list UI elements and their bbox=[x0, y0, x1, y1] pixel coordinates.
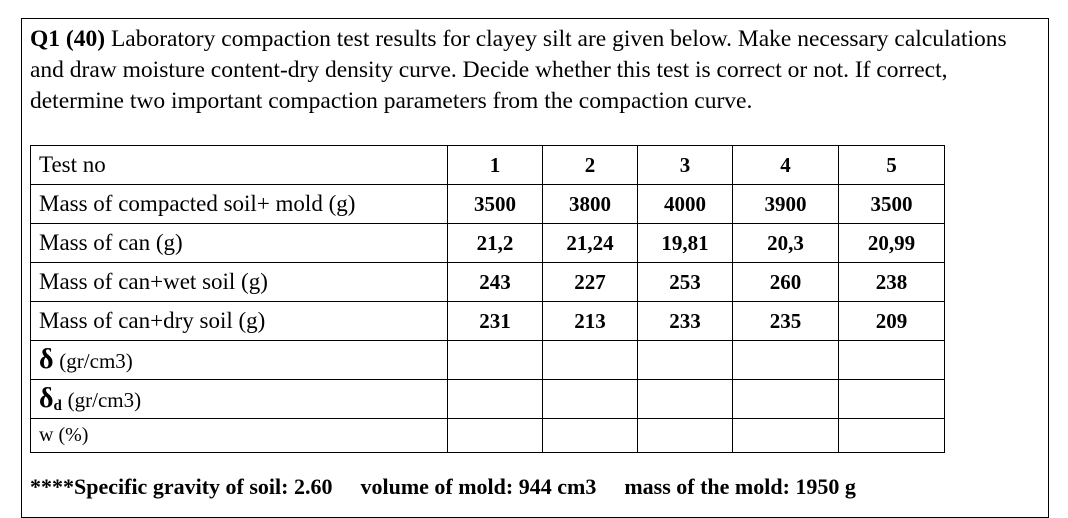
table-cell: 235 bbox=[732, 301, 839, 341]
row-label: Mass of can+dry soil (g) bbox=[30, 301, 448, 341]
empty-cell bbox=[838, 340, 945, 380]
table-cell: 260 bbox=[732, 262, 839, 302]
table-cell: 243 bbox=[447, 262, 543, 302]
table-cell: 227 bbox=[542, 262, 638, 302]
bulk-density-unit: (gr/cm3) bbox=[59, 349, 133, 373]
table-header-row: Test no 1 2 3 4 5 bbox=[30, 145, 945, 185]
row-label: Mass of compacted soil+ mold (g) bbox=[30, 184, 448, 224]
water-content-label: w (%) bbox=[30, 418, 448, 453]
test-number-4: 4 bbox=[732, 145, 839, 185]
mold-mass-note: mass of the mold: 1950 g bbox=[624, 474, 856, 499]
table-cell: 4000 bbox=[637, 184, 733, 224]
question-number: Q1 (40) bbox=[30, 26, 106, 52]
empty-cell bbox=[838, 418, 945, 453]
table-cell: 21,24 bbox=[542, 223, 638, 263]
empty-cell bbox=[838, 379, 945, 419]
table-row: Mass of can (g) 21,2 21,24 19,81 20,3 20… bbox=[30, 223, 945, 263]
water-content-row: w (%) bbox=[30, 418, 945, 453]
table-row: Mass of compacted soil+ mold (g) 3500 38… bbox=[30, 184, 945, 224]
dry-density-label: δd (gr/cm3) bbox=[30, 379, 448, 419]
table-cell: 3900 bbox=[732, 184, 839, 224]
test-number-5: 5 bbox=[838, 145, 945, 185]
table-cell: 209 bbox=[838, 301, 945, 341]
dry-density-row: δd (gr/cm3) bbox=[30, 379, 945, 419]
row-label: Mass of can+wet soil (g) bbox=[30, 262, 448, 302]
delta-symbol: δ bbox=[39, 383, 54, 414]
empty-cell bbox=[447, 340, 543, 380]
table-cell: 21,2 bbox=[447, 223, 543, 263]
table-cell: 20,3 bbox=[732, 223, 839, 263]
question-text: Q1 (40) Laboratory compaction test resul… bbox=[30, 24, 1042, 117]
question-body: Laboratory compaction test results for c… bbox=[30, 26, 1007, 114]
table-cell: 19,81 bbox=[637, 223, 733, 263]
table-cell: 213 bbox=[542, 301, 638, 341]
compaction-results-table: Test no 1 2 3 4 5 Mass of compacted soil… bbox=[30, 145, 945, 453]
table-cell: 3500 bbox=[447, 184, 543, 224]
empty-cell bbox=[542, 340, 638, 380]
empty-cell bbox=[542, 379, 638, 419]
mold-volume-note: volume of mold: 944 cm3 bbox=[360, 474, 597, 499]
table-cell: 3500 bbox=[838, 184, 945, 224]
table-cell: 238 bbox=[838, 262, 945, 302]
empty-cell bbox=[637, 418, 733, 453]
empty-cell bbox=[637, 379, 733, 419]
specific-gravity-note: ****Specific gravity of soil: 2.60 bbox=[30, 474, 333, 499]
delta-symbol: δ bbox=[39, 344, 54, 375]
table-cell: 20,99 bbox=[838, 223, 945, 263]
empty-cell bbox=[732, 340, 839, 380]
empty-cell bbox=[447, 379, 543, 419]
test-number-1: 1 bbox=[447, 145, 543, 185]
footer-notes: ****Specific gravity of soil: 2.60 volume… bbox=[30, 474, 856, 500]
bulk-density-label: δ (gr/cm3) bbox=[30, 340, 448, 380]
header-label: Test no bbox=[30, 145, 448, 185]
table-cell: 233 bbox=[637, 301, 733, 341]
dry-density-unit: (gr/cm3) bbox=[67, 388, 142, 412]
empty-cell bbox=[637, 340, 733, 380]
empty-cell bbox=[732, 418, 839, 453]
table-cell: 231 bbox=[447, 301, 543, 341]
empty-cell bbox=[732, 379, 839, 419]
table-cell: 3800 bbox=[542, 184, 638, 224]
test-number-3: 3 bbox=[637, 145, 733, 185]
table-cell: 253 bbox=[637, 262, 733, 302]
table-row: Mass of can+wet soil (g) 243 227 253 260… bbox=[30, 262, 945, 302]
bulk-density-row: δ (gr/cm3) bbox=[30, 340, 945, 380]
empty-cell bbox=[447, 418, 543, 453]
dry-subscript: d bbox=[53, 398, 62, 414]
table-row: Mass of can+dry soil (g) 231 213 233 235… bbox=[30, 301, 945, 341]
empty-cell bbox=[542, 418, 638, 453]
row-label: Mass of can (g) bbox=[30, 223, 448, 263]
test-number-2: 2 bbox=[542, 145, 638, 185]
